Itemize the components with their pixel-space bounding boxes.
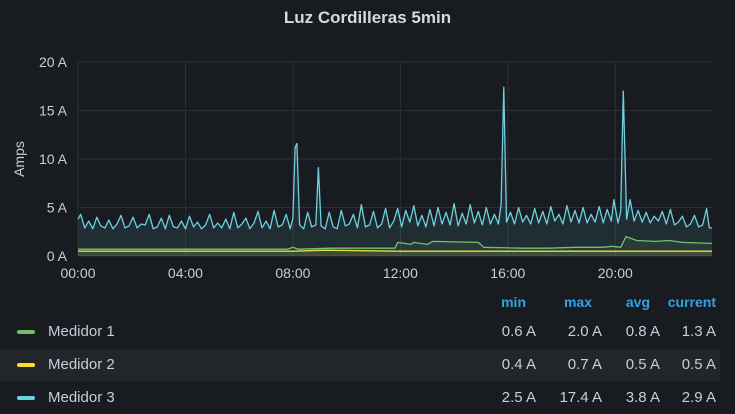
- legend-header-avg[interactable]: avg: [625, 294, 650, 310]
- legend-header-max[interactable]: max: [563, 294, 592, 310]
- x-tick-label: 20:00: [598, 265, 633, 281]
- stat-min: 0.4 A: [501, 356, 536, 373]
- line-chart[interactable]: 0 A 5 A 10 A 15 A 20 A 00:00 04:00 08:00 12:00 1…: [0, 0, 735, 290]
- stat-max: 2.0 A: [567, 323, 602, 340]
- chart-title: Luz Cordilleras 5min: [283, 8, 452, 27]
- x-tick-label: 16:00: [490, 265, 525, 281]
- y-tick-label: 20 A: [39, 54, 68, 70]
- stat-max: 0.7 A: [567, 356, 602, 373]
- legend-row-medidor-2[interactable]: Medidor 2 0.4 A 0.7 A 0.5 A 0.5 A: [0, 349, 720, 381]
- series-line-2[interactable]: [78, 249, 712, 252]
- series-name[interactable]: Medidor 1: [48, 323, 115, 340]
- stat-min: 2.5 A: [501, 389, 536, 406]
- series-line-3[interactable]: [77, 86, 712, 230]
- series-line-1[interactable]: [78, 235, 713, 250]
- y-axis-label: Amps: [11, 141, 27, 177]
- x-tick-label: 08:00: [275, 265, 310, 281]
- y-tick-label: 15 A: [39, 103, 68, 119]
- stat-avg: 0.8 A: [625, 323, 660, 340]
- stat-current: 2.9 A: [681, 389, 716, 406]
- x-tick-label: 12:00: [383, 265, 418, 281]
- y-tick-label: 0 A: [47, 248, 68, 264]
- stat-current: 1.3 A: [681, 323, 716, 340]
- stat-max: 17.4 A: [559, 389, 602, 406]
- legend-row-medidor-3[interactable]: Medidor 3 2.5 A 17.4 A 3.8 A 2.9 A: [0, 382, 720, 414]
- series-color-swatch[interactable]: [17, 363, 35, 367]
- x-tick-label: 04:00: [168, 265, 203, 281]
- grid-lines: [77, 61, 712, 257]
- legend-header-min[interactable]: min: [501, 294, 526, 310]
- series-color-swatch[interactable]: [17, 396, 35, 400]
- series-area-3: [78, 87, 712, 256]
- series-lines: [77, 86, 713, 256]
- series-name[interactable]: Medidor 2: [48, 356, 115, 373]
- stat-min: 0.6 A: [501, 323, 536, 340]
- series-color-swatch[interactable]: [17, 330, 35, 334]
- y-axis-ticks: 0 A 5 A 10 A 15 A 20 A: [39, 54, 68, 264]
- legend-header-current[interactable]: current: [667, 294, 716, 310]
- stat-current: 0.5 A: [681, 356, 716, 373]
- y-tick-label: 5 A: [47, 200, 68, 216]
- stat-avg: 3.8 A: [625, 389, 660, 406]
- legend-row-medidor-1[interactable]: Medidor 1 0.6 A 2.0 A 0.8 A 1.3 A: [0, 316, 720, 348]
- x-axis-ticks: 00:00 04:00 08:00 12:00 16:00 20:00: [60, 265, 633, 281]
- series-name[interactable]: Medidor 3: [48, 389, 115, 406]
- stat-avg: 0.5 A: [625, 356, 660, 373]
- x-tick-label: 00:00: [60, 265, 95, 281]
- y-tick-label: 10 A: [39, 151, 68, 167]
